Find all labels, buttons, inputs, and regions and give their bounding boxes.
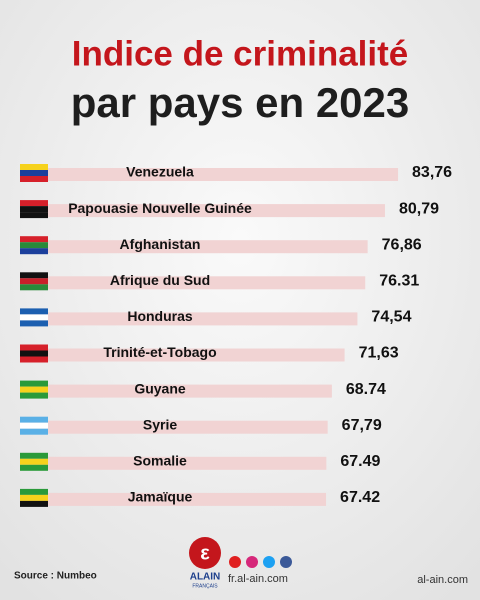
watermark: al-ain.com (417, 574, 468, 586)
facebook-icon[interactable] (280, 556, 292, 568)
value-label: 67,79 (342, 417, 382, 434)
value-label: 80,79 (399, 200, 439, 217)
value-label: 67.42 (340, 489, 380, 506)
flag-stripe (20, 392, 48, 399)
bar (29, 276, 366, 290)
logo-text: ALAIN (190, 572, 221, 583)
flag (20, 164, 48, 182)
twitter-icon[interactable] (263, 556, 275, 568)
logo-subtext: FRANÇAIS (192, 583, 218, 589)
title: Indice de criminalité (72, 34, 409, 73)
category-label: Papouasie Nouvelle Guinée (68, 200, 252, 216)
category-label: Guyane (134, 380, 186, 396)
flag-stripe (20, 320, 48, 327)
flag (20, 380, 48, 399)
flag-stripe (20, 206, 48, 213)
flag (20, 488, 48, 507)
flag-stripe (20, 452, 48, 459)
flag-stripe (20, 428, 48, 435)
flag-stripe (20, 200, 48, 207)
bar (29, 168, 399, 181)
bar (29, 348, 345, 362)
bar (29, 456, 327, 470)
flag-stripe (20, 356, 48, 363)
flag-stripe (20, 422, 48, 429)
instagram-icon[interactable] (246, 556, 258, 568)
category-label: Jamaïque (128, 489, 193, 505)
flag-stripe (20, 242, 48, 249)
category-label: Afghanistan (120, 236, 201, 252)
flag-stripe (20, 272, 48, 279)
flag-stripe (20, 212, 48, 219)
category-label: Afrique du Sud (110, 272, 210, 288)
subtitle: par pays en 2023 (71, 79, 410, 126)
flag-stripe (20, 314, 48, 321)
flag-stripe (20, 458, 48, 465)
flag-stripe (20, 248, 48, 255)
flag (20, 416, 48, 435)
website: fr.al-ain.com (228, 573, 288, 585)
bar (29, 492, 327, 506)
flag-stripe (20, 416, 48, 423)
bar (29, 420, 328, 434)
bar (29, 204, 385, 218)
flag-stripe (20, 488, 48, 495)
bar (29, 312, 358, 326)
flag-stripe (20, 308, 48, 315)
bar (29, 384, 332, 398)
flag (20, 344, 48, 363)
flag-stripe (20, 380, 48, 387)
bar (29, 240, 368, 254)
flag (20, 236, 48, 255)
flag (20, 452, 48, 471)
flag-stripe (20, 494, 48, 501)
category-label: Syrie (143, 416, 177, 432)
value-label: 74,54 (371, 309, 411, 326)
flag-stripe (20, 278, 48, 285)
flag-stripe (20, 164, 48, 170)
value-label: 83,76 (412, 164, 452, 181)
category-label: Somalie (133, 453, 187, 469)
category-label: Venezuela (126, 164, 194, 180)
category-label: Honduras (127, 308, 193, 324)
source: Source : Numbeo (14, 571, 97, 582)
logo-mark (189, 537, 221, 569)
flag-stripe (20, 344, 48, 351)
flag (20, 200, 48, 219)
value-label: 71,63 (359, 345, 399, 362)
flag-stripe (20, 236, 48, 243)
value-label: 67.49 (340, 453, 380, 470)
flag-stripe (20, 170, 48, 176)
category-label: Trinité-et-Tobago (103, 344, 216, 360)
flag-stripe (20, 176, 48, 182)
flag-stripe (20, 350, 48, 357)
flag (20, 308, 48, 327)
flag-stripe (20, 464, 48, 471)
flag (20, 272, 48, 291)
logo-glyph: ε (200, 542, 210, 564)
youtube-icon[interactable] (229, 556, 241, 568)
value-label: 76.31 (379, 273, 419, 290)
value-label: 68.74 (346, 381, 386, 398)
flag-stripe (20, 284, 48, 291)
flag-stripe (20, 386, 48, 393)
flag-stripe (20, 500, 48, 507)
value-label: 76,86 (382, 236, 422, 253)
